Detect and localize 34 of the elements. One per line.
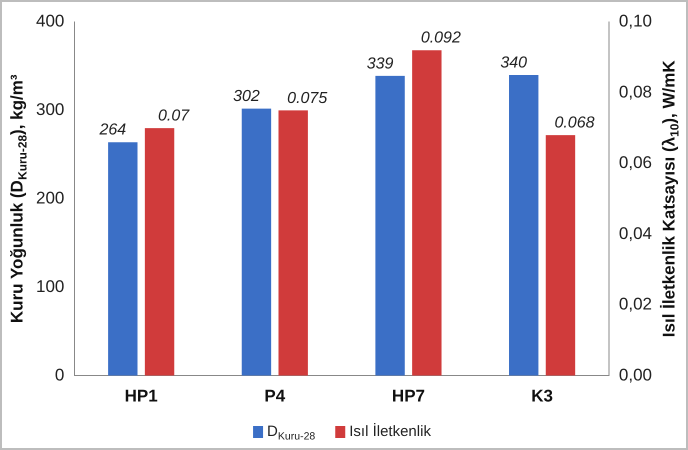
- y-tick-label: 300: [36, 100, 64, 120]
- bar: [546, 135, 576, 376]
- legend-label: Isıl İletkenlik: [349, 422, 432, 440]
- y-tick-label: 200: [36, 188, 64, 208]
- bar: [509, 75, 538, 376]
- x-tick-label: HP7: [392, 386, 425, 406]
- data-label: 0.068: [554, 114, 595, 132]
- bar: [375, 76, 405, 376]
- y2-tick-label: 0,02: [618, 294, 652, 314]
- data-label: 0.07: [158, 108, 190, 125]
- y2-axis-title: Isıl İletkenlik Katsayısı (λ10), W/mK: [660, 60, 682, 338]
- y2-tick-label: 0,08: [618, 82, 652, 102]
- x-tick-label: P4: [264, 386, 286, 406]
- data-label: 264: [98, 122, 126, 139]
- x-tick-label: K3: [531, 386, 553, 406]
- bar: [412, 50, 442, 376]
- y-axis-title: Kuru Yoğunluk (DKuru-28), kg/m³: [8, 74, 30, 324]
- y-tick-label: 100: [36, 276, 64, 296]
- y-tick-label: 400: [36, 12, 64, 31]
- y2-tick-label: 0,04: [618, 224, 652, 243]
- data-label: 340: [500, 54, 528, 72]
- data-label: 0.075: [287, 90, 328, 107]
- y2-tick-label: 0,00: [618, 365, 652, 384]
- data-label: 302: [233, 88, 260, 106]
- y-tick-label: 0: [54, 365, 64, 384]
- data-label: 339: [366, 55, 394, 72]
- bar: [242, 108, 272, 376]
- data-label: 0.092: [420, 30, 461, 47]
- x-tick-label: HP1: [124, 386, 158, 406]
- bar: [108, 142, 138, 376]
- y2-tick-label: 0,06: [618, 153, 652, 172]
- y2-tick-label: 0,10: [618, 12, 652, 31]
- bar: [278, 110, 308, 376]
- bar: [144, 128, 174, 376]
